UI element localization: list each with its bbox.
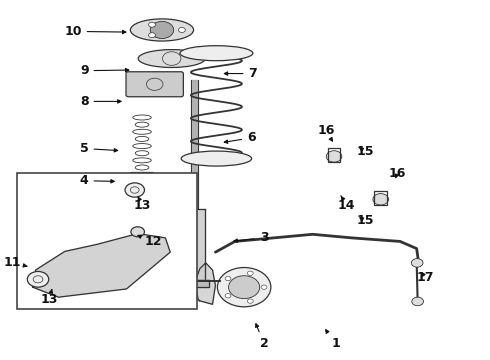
Text: 6: 6	[224, 131, 256, 144]
Circle shape	[225, 276, 231, 281]
Circle shape	[373, 194, 389, 205]
Polygon shape	[195, 263, 216, 304]
Text: 5: 5	[80, 142, 118, 155]
Circle shape	[27, 271, 49, 287]
Text: 16: 16	[317, 124, 335, 141]
FancyBboxPatch shape	[17, 173, 197, 309]
Circle shape	[261, 285, 267, 289]
Ellipse shape	[130, 19, 194, 41]
Circle shape	[247, 271, 253, 275]
Circle shape	[148, 33, 155, 38]
Text: 11: 11	[3, 256, 27, 269]
Text: 15: 15	[356, 214, 374, 227]
Circle shape	[247, 299, 253, 303]
Text: 2: 2	[256, 324, 269, 350]
Text: 17: 17	[416, 271, 434, 284]
Circle shape	[411, 258, 423, 267]
Text: 16: 16	[389, 167, 406, 180]
Circle shape	[131, 227, 145, 237]
FancyBboxPatch shape	[130, 172, 154, 189]
Text: 13: 13	[41, 289, 58, 306]
Text: 8: 8	[80, 95, 121, 108]
Circle shape	[218, 267, 271, 307]
Circle shape	[125, 183, 145, 197]
Text: 15: 15	[356, 145, 374, 158]
Text: 14: 14	[338, 196, 355, 212]
Circle shape	[150, 21, 173, 39]
Text: 9: 9	[80, 64, 129, 77]
Polygon shape	[180, 280, 209, 287]
Text: 3: 3	[234, 231, 269, 244]
Circle shape	[228, 276, 260, 298]
Circle shape	[148, 22, 155, 27]
Circle shape	[178, 27, 185, 32]
Polygon shape	[33, 234, 170, 297]
Ellipse shape	[181, 151, 252, 166]
Ellipse shape	[180, 46, 253, 61]
Ellipse shape	[138, 50, 205, 67]
Circle shape	[225, 294, 231, 298]
Text: 13: 13	[134, 197, 151, 212]
Circle shape	[412, 297, 423, 306]
Circle shape	[326, 151, 342, 162]
Text: 10: 10	[64, 25, 126, 38]
Text: 1: 1	[326, 330, 340, 350]
Text: 4: 4	[80, 174, 114, 187]
Text: 7: 7	[224, 67, 257, 80]
Text: 12: 12	[138, 235, 162, 248]
FancyBboxPatch shape	[126, 72, 183, 97]
